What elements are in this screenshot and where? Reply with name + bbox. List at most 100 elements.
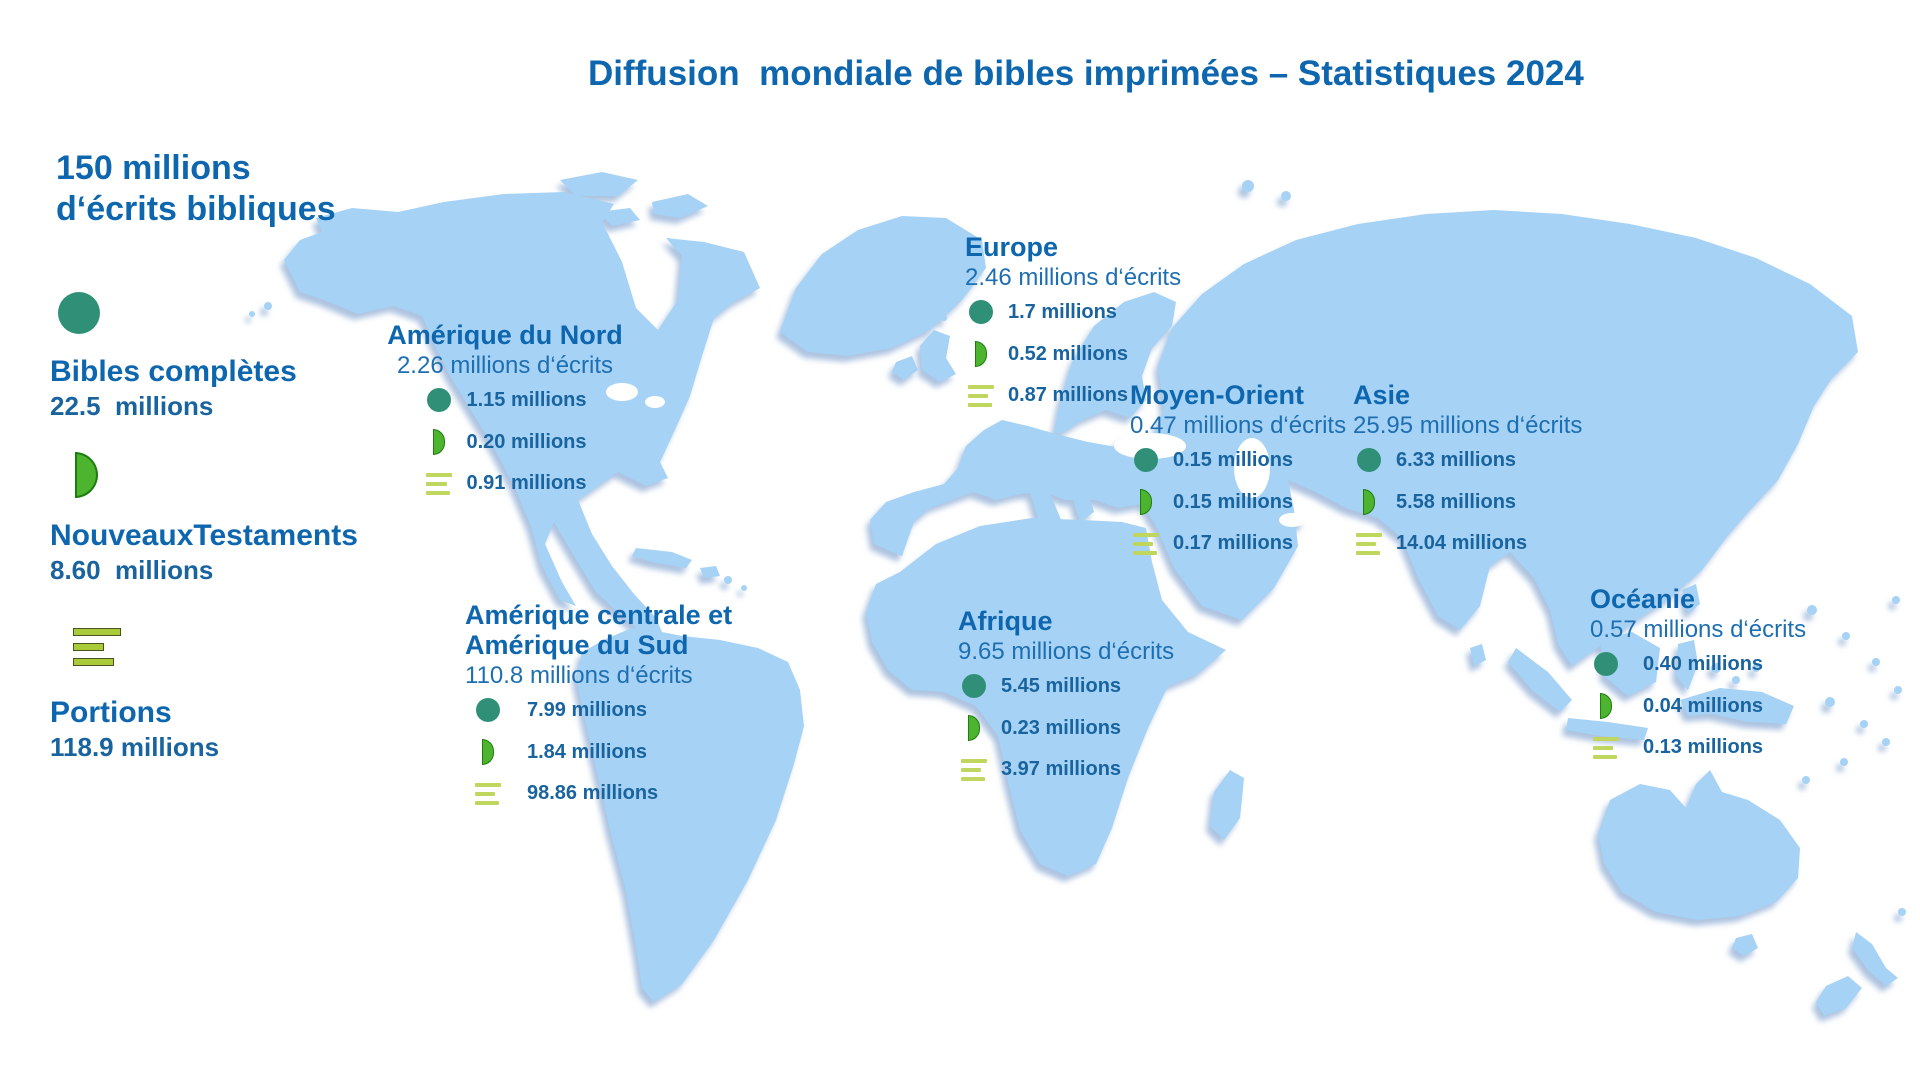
region-total: 0.47 millions d‘écrits bbox=[1130, 412, 1347, 439]
region-stats: 1.15 millions 0.20 millions 0.91 million… bbox=[426, 388, 587, 495]
japan bbox=[1776, 398, 1800, 424]
continent-eurasia bbox=[870, 210, 1858, 666]
great-lakes bbox=[606, 383, 638, 401]
testaments-half-circle-icon bbox=[975, 341, 987, 367]
region-title: Asie bbox=[1353, 380, 1411, 410]
legend-value: 22.5 millions bbox=[50, 391, 214, 421]
stat-value: 7.99 millions bbox=[527, 698, 648, 721]
stat-value: 0.91 millions bbox=[466, 472, 587, 494]
region-total: 2.26 millions d‘écrits bbox=[396, 352, 614, 379]
region-title: Océanie bbox=[1590, 584, 1696, 614]
stat-row-testaments: 0.20 millions bbox=[426, 429, 587, 455]
arctic-islands bbox=[598, 208, 640, 226]
philippines bbox=[1682, 584, 1700, 614]
legend-heading-line2: d‘écrits bibliques bbox=[56, 190, 336, 228]
portions-lines-icon bbox=[961, 758, 987, 781]
stat-value: 0.04 millions bbox=[1643, 694, 1764, 717]
stat-value: 0.52 millions bbox=[1008, 342, 1129, 365]
stat-row-bibles: 0.15 millions bbox=[1133, 448, 1346, 472]
stat-value: 1.7 millions bbox=[1008, 300, 1117, 323]
stat-row-portions: 98.86 millions bbox=[475, 782, 732, 805]
portions-lines-icon bbox=[426, 472, 453, 495]
cuba bbox=[632, 548, 692, 568]
testaments-half-circle-icon bbox=[968, 715, 980, 741]
testaments-half-circle-icon bbox=[75, 452, 98, 498]
stat-value: 5.45 millions bbox=[1001, 674, 1122, 697]
stat-value: 1.15 millions bbox=[466, 388, 587, 411]
bibles-full-circle-icon bbox=[58, 292, 100, 334]
legend-heading: 150 millions d‘écrits bibliques bbox=[56, 148, 336, 230]
ireland bbox=[892, 356, 918, 380]
continent-australia bbox=[1598, 770, 1800, 920]
legend-label: Portions bbox=[50, 696, 172, 729]
black-sea bbox=[1114, 433, 1186, 459]
stat-value: 14.04 millions bbox=[1396, 532, 1528, 554]
bibles-full-circle-icon bbox=[476, 698, 500, 722]
stat-row-portions: 0.87 millions bbox=[968, 384, 1181, 407]
new-zealand bbox=[1852, 932, 1898, 986]
legend-item-portions: Portions 118.9 millions bbox=[50, 628, 380, 762]
portions-lines-icon bbox=[475, 782, 501, 805]
legend-label: Bibles complètes bbox=[50, 355, 297, 388]
region-stats: 5.45 millions 0.23 millions 3.97 million… bbox=[961, 674, 1174, 781]
region-title: Moyen-Orient bbox=[1130, 380, 1305, 410]
stat-row-portions: 0.91 millions bbox=[426, 472, 587, 495]
bibles-full-circle-icon bbox=[1134, 448, 1158, 472]
region-block-moyen-orient: Moyen-Orient 0.47 millions d‘écrits 0.15… bbox=[1130, 380, 1346, 555]
continent-africa bbox=[866, 518, 1226, 876]
bibles-full-circle-icon bbox=[969, 300, 993, 324]
new-zealand bbox=[1816, 976, 1862, 1016]
region-stats: 1.7 millions 0.52 millions 0.87 millions bbox=[968, 300, 1181, 407]
japan bbox=[1760, 420, 1790, 448]
region-title: Afrique bbox=[958, 606, 1053, 636]
portions-lines-icon bbox=[1133, 532, 1159, 555]
region-block-amerique-du-nord: Amérique du Nord 2.26 millions d‘écrits … bbox=[340, 320, 670, 495]
stat-value: 3.97 millions bbox=[1001, 758, 1122, 780]
region-title: Europe bbox=[965, 232, 1059, 262]
stat-row-testaments: 1.84 millions bbox=[475, 739, 732, 765]
stat-row-testaments: 0.04 millions bbox=[1593, 693, 1806, 719]
legend-value: 8.60 millions bbox=[50, 555, 214, 585]
legend-label: NouveauxTestaments bbox=[50, 519, 358, 552]
stat-row-portions: 14.04 millions bbox=[1356, 532, 1582, 555]
continent-north-america bbox=[284, 192, 760, 638]
arctic-islands bbox=[652, 194, 708, 218]
bibles-full-circle-icon bbox=[1357, 448, 1381, 472]
stat-row-portions: 0.17 millions bbox=[1133, 532, 1346, 555]
testaments-half-circle-icon bbox=[482, 739, 494, 765]
region-total: 25.95 millions d‘écrits bbox=[1353, 412, 1583, 439]
java bbox=[1566, 718, 1648, 740]
great-lakes bbox=[645, 396, 665, 408]
new-guinea bbox=[1680, 688, 1794, 724]
stat-value: 98.86 millions bbox=[527, 782, 659, 804]
greece bbox=[1072, 492, 1094, 522]
region-block-afrique: Afrique 9.65 millions d‘écrits 5.45 mill… bbox=[958, 606, 1174, 781]
stat-row-bibles: 0.40 millions bbox=[1593, 652, 1806, 676]
portions-lines-icon bbox=[1356, 532, 1382, 555]
stat-row-testaments: 0.15 millions bbox=[1133, 489, 1346, 515]
stat-row-bibles: 7.99 millions bbox=[475, 698, 732, 722]
region-stats: 0.15 millions 0.15 millions 0.17 million… bbox=[1133, 448, 1346, 555]
legend-heading-line1: 150 millions bbox=[56, 149, 251, 187]
bibles-full-circle-icon bbox=[427, 388, 452, 412]
stat-value: 1.84 millions bbox=[527, 740, 648, 763]
region-block-oceanie: Océanie 0.57 millions d‘écrits 0.40 mill… bbox=[1590, 584, 1806, 759]
stat-value: 0.23 millions bbox=[1001, 716, 1122, 739]
legend-value: 118.9 millions bbox=[50, 732, 220, 762]
region-stats: 0.40 millions 0.04 millions 0.13 million… bbox=[1593, 652, 1806, 759]
bibles-full-circle-icon bbox=[1594, 652, 1618, 676]
borneo bbox=[1600, 632, 1660, 696]
continent-south-america bbox=[576, 628, 804, 1002]
stat-value: 0.15 millions bbox=[1173, 448, 1294, 471]
stat-value: 0.20 millions bbox=[466, 430, 587, 453]
testaments-half-circle-icon bbox=[1363, 489, 1375, 515]
sulawesi bbox=[1676, 640, 1698, 690]
region-title: Amérique du Nord bbox=[387, 320, 623, 350]
region-stats: 6.33 millions 5.58 millions 14.04 millio… bbox=[1356, 448, 1582, 555]
scandinavia bbox=[1054, 292, 1176, 434]
region-title: Amérique centrale et Amérique du Sud bbox=[465, 600, 733, 660]
region-total: 0.57 millions d‘écrits bbox=[1590, 616, 1807, 643]
page-title: Diffusion mondiale de bibles imprimées –… bbox=[588, 54, 1584, 93]
region-block-asie: Asie 25.95 millions d‘écrits 6.33 millio… bbox=[1353, 380, 1582, 555]
stat-row-bibles: 1.7 millions bbox=[968, 300, 1181, 324]
